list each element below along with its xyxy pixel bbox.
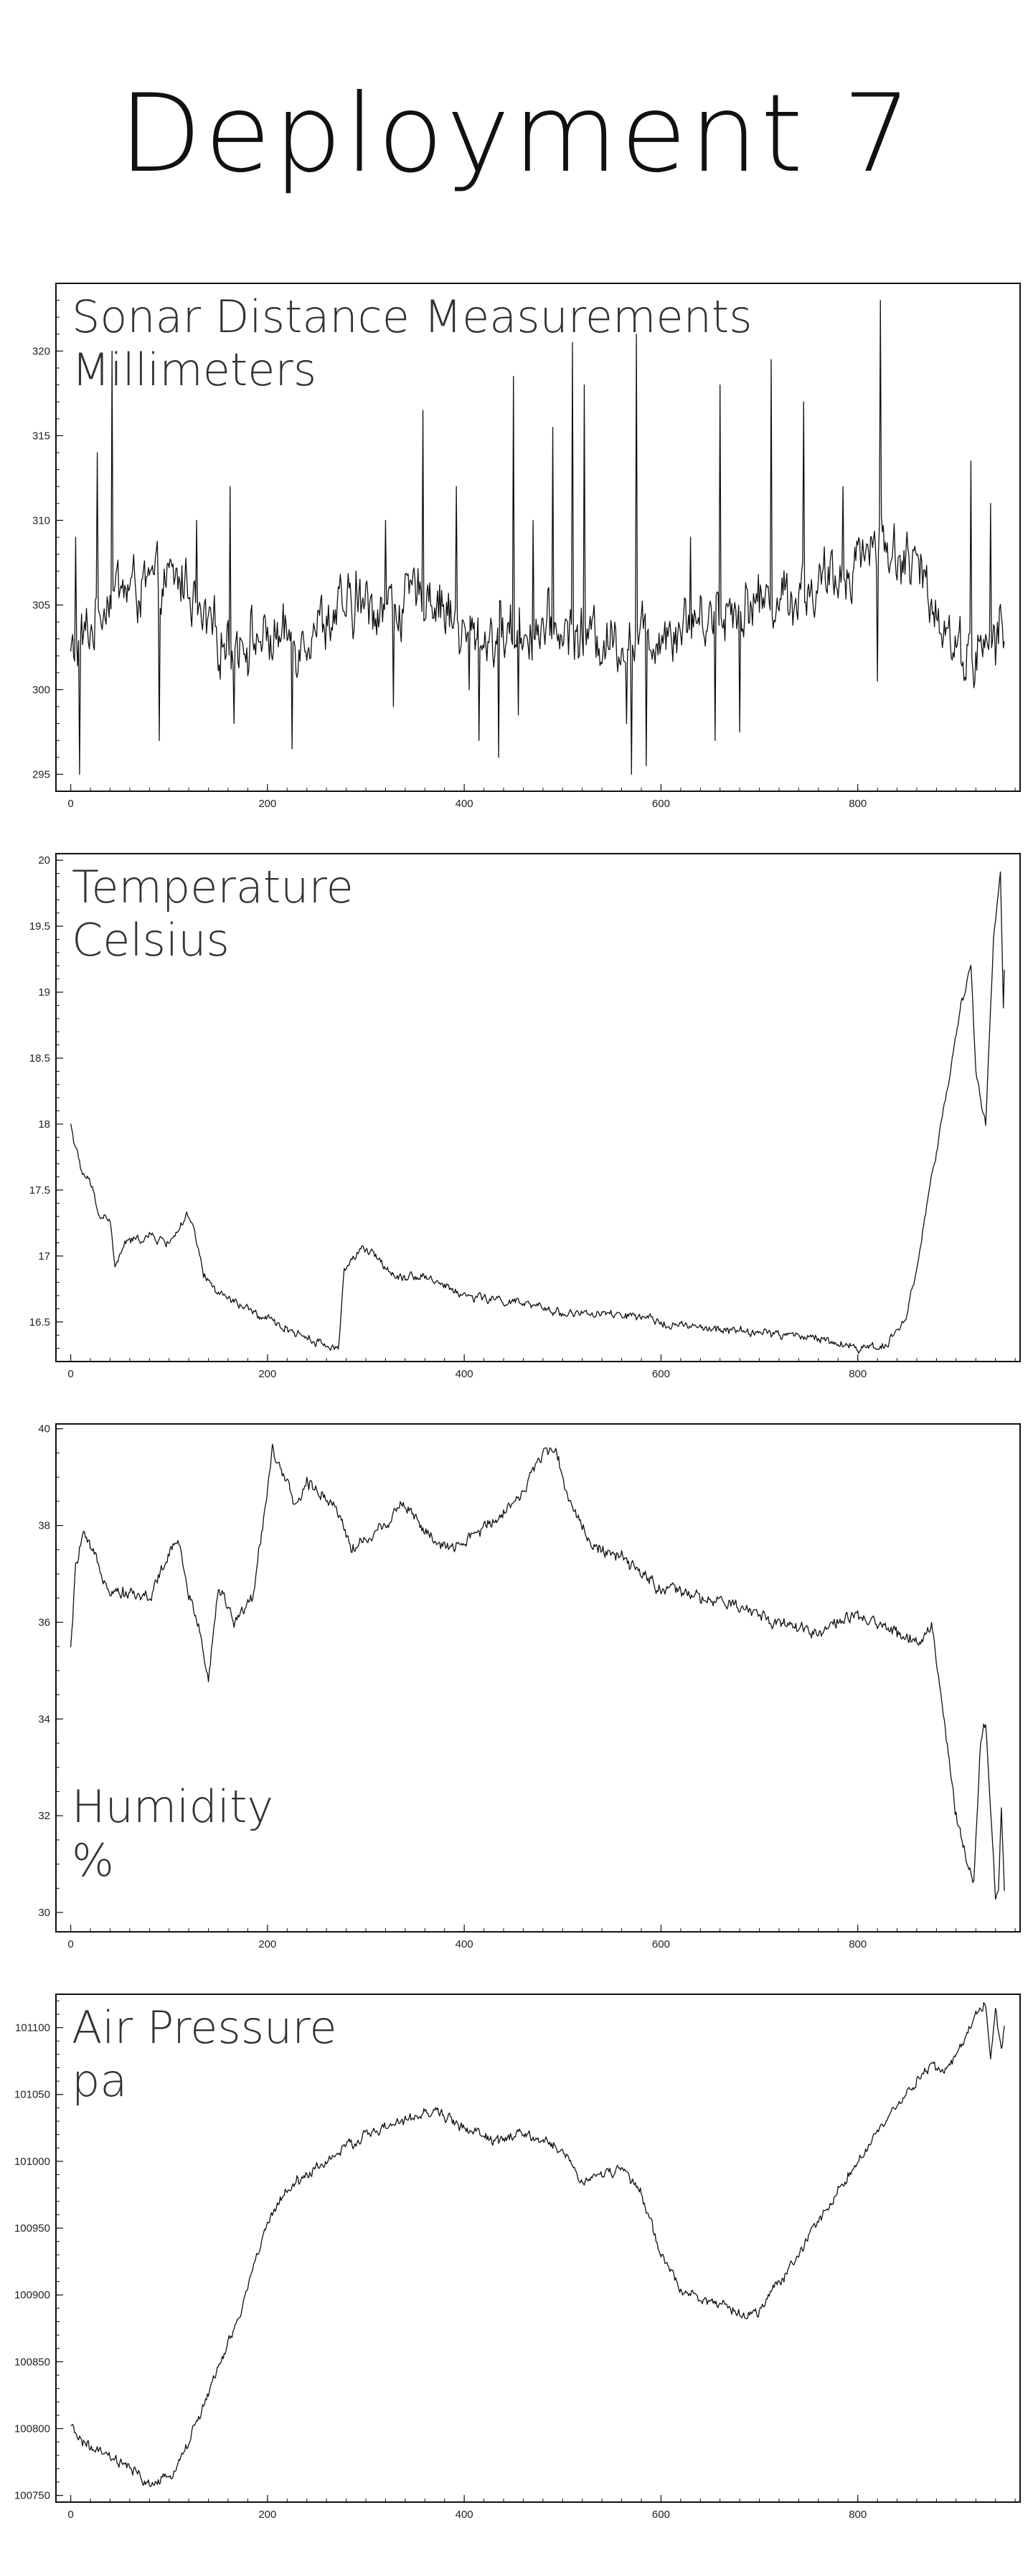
y-tick-label: 17.5 — [29, 1184, 50, 1197]
series-line — [70, 2002, 1005, 2488]
page-title: Deployment 7 — [118, 72, 915, 197]
x-tick-label: 400 — [456, 2509, 473, 2521]
plot-frame — [55, 1994, 1021, 2503]
x-tick-label: 400 — [456, 1938, 473, 1950]
x-tick-label: 200 — [258, 798, 276, 810]
air-pressure-chart: 100750 100800 100850 100900 100950 101000 1010… — [0, 1987, 1033, 2532]
y-tick-label: 19.5 — [29, 920, 50, 933]
y-tick-label: 36 — [38, 1616, 50, 1628]
x-tick-label: 800 — [849, 1368, 867, 1380]
x-tick-label: 800 — [849, 798, 867, 810]
y-tick-label: 100800 — [14, 2423, 50, 2435]
y-tick-label: 300 — [32, 684, 50, 696]
y-tick-label: 305 — [32, 599, 50, 611]
chart-unit: pa — [72, 2054, 127, 2107]
chart-unit: Celsius — [72, 914, 230, 966]
sonar-distance-chart: 295 300 305 310 315 320 0 200 400 600 800 Sonar Dis… — [0, 276, 1033, 821]
y-tick-label: 30 — [38, 1907, 50, 1919]
plot-frame — [55, 1423, 1021, 1933]
y-tick-label: 16.5 — [29, 1316, 50, 1329]
series-line — [70, 1443, 1005, 1900]
x-tick-label: 600 — [652, 1368, 670, 1380]
y-tick-label: 101050 — [14, 2089, 50, 2101]
x-tick-label: 600 — [652, 2509, 670, 2521]
y-tick-label: 100900 — [14, 2289, 50, 2301]
x-tick-label: 0 — [67, 1938, 73, 1950]
x-tick-label: 0 — [67, 1368, 73, 1380]
y-tick-label: 100850 — [14, 2356, 50, 2368]
chart-title: Air Pressure — [72, 2001, 337, 2054]
chart-title: Humidity — [72, 1780, 273, 1833]
x-tick-label: 0 — [67, 798, 73, 810]
y-tick-label: 101000 — [14, 2156, 50, 2168]
x-tick-label: 200 — [258, 1368, 276, 1380]
chart-unit: Millimeters — [72, 344, 316, 396]
y-tick-label: 40 — [38, 1423, 50, 1435]
y-tick-label: 34 — [38, 1713, 50, 1725]
chart-title: Sonar Distance Measurements — [72, 291, 753, 343]
air-pressure-plot: 100750 100800 100850 100900 100950 101000 1010… — [14, 1994, 1021, 2521]
x-tick-label: 400 — [456, 798, 473, 810]
x-tick-label: 600 — [652, 1938, 670, 1950]
x-tick-label: 600 — [652, 798, 670, 810]
temperature-chart: 16.5 17 17.5 18 18.5 19 19.5 20 0 200 400 600 800 Tem… — [0, 846, 1033, 1392]
chart-title: Temperature — [72, 861, 354, 913]
x-tick-label: 0 — [67, 2509, 73, 2521]
y-tick-label: 20 — [38, 854, 50, 867]
y-tick-label: 38 — [38, 1520, 50, 1532]
series-line — [70, 871, 1005, 1354]
y-tick-label: 18.5 — [29, 1052, 50, 1065]
y-tick-label: 100950 — [14, 2222, 50, 2235]
y-tick-label: 17 — [38, 1250, 50, 1263]
y-tick-label: 315 — [32, 430, 50, 442]
x-tick-label: 800 — [849, 2509, 867, 2521]
x-tick-label: 200 — [258, 2509, 276, 2521]
y-tick-label: 320 — [32, 345, 50, 357]
chart-unit: % — [72, 1834, 114, 1887]
y-tick-label: 32 — [38, 1810, 50, 1822]
y-tick-label: 100750 — [14, 2490, 50, 2502]
y-tick-label: 18 — [38, 1118, 50, 1131]
y-tick-label: 101100 — [15, 2022, 50, 2034]
humidity-chart: 30 32 34 36 38 40 0 200 400 600 800 Humidity% — [0, 1417, 1033, 1962]
x-tick-label: 200 — [258, 1938, 276, 1950]
sonar-distance-plot: 295 300 305 310 315 320 0 200 400 600 800 Sonar Dis… — [32, 283, 1021, 810]
y-tick-label: 295 — [32, 768, 50, 780]
x-tick-label: 800 — [849, 1938, 867, 1950]
y-tick-label: 19 — [38, 986, 50, 999]
plot-frame — [55, 853, 1021, 1362]
series-line — [70, 299, 1005, 775]
x-tick-label: 400 — [456, 1368, 473, 1380]
y-tick-label: 310 — [32, 514, 50, 527]
